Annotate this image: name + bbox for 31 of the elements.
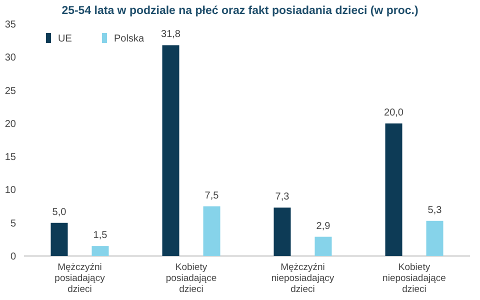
data-label: 7,3 [275,192,290,203]
data-label: 7,5 [204,190,220,202]
bar [203,206,220,256]
data-label: 20,0 [384,107,404,118]
y-tick-label: 20 [4,118,16,130]
bar [426,220,444,256]
y-tick-label: 10 [4,185,16,196]
data-label: 1,5 [93,230,108,242]
bar [314,236,332,256]
data-label: 5,0 [52,206,67,218]
x-tick-label: Kobiety nieposiadające dzieci [382,262,446,295]
legend-label: Polska [114,34,144,44]
y-tick-label: 30 [4,52,16,64]
bar [162,45,180,256]
data-label: 5,3 [428,204,442,216]
x-tick-label: Mężczyźni nieposiadający dzieci [271,262,334,295]
y-tick-label: 35 [4,20,16,30]
y-tick-label: 5 [10,218,16,230]
bar [50,222,68,256]
y-tick-label: 15 [4,152,16,164]
legend-label: UE [58,34,72,44]
bar [274,208,291,256]
bar [92,246,109,256]
chart-title: 25-54 lata w podziale na płeć oraz fakt posiadania dzieci (w proc.) [62,5,418,17]
bar [385,123,402,256]
x-tick-label: Kobiety posiadające dzieci [166,262,217,295]
x-tick-label: Mężczyźni posiadający dzieci [54,262,106,295]
data-label: 31,8 [161,29,181,40]
data-label: 2,9 [316,220,331,232]
y-tick-label: 0 [10,252,16,262]
y-tick-label: 25 [4,86,16,97]
